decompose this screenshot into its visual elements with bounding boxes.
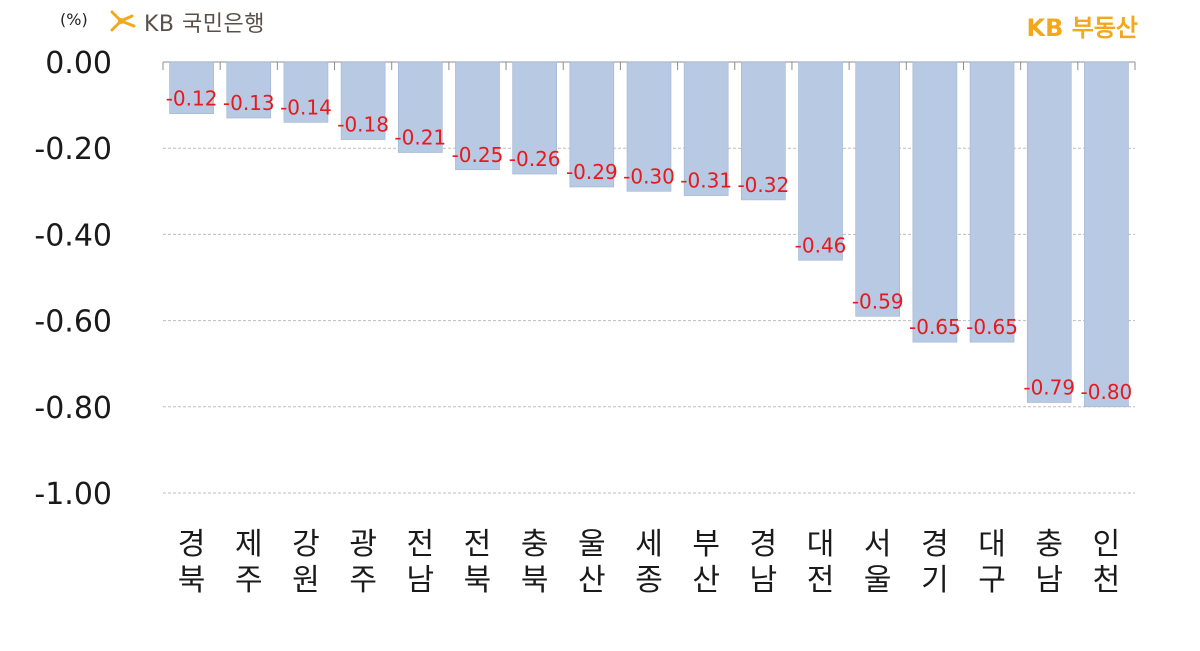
x-tick-label: 종 <box>635 563 663 598</box>
bar <box>912 61 958 343</box>
x-tick-label: 산 <box>578 563 606 598</box>
data-label: -0.25 <box>452 143 504 167</box>
bar <box>969 61 1015 343</box>
x-tick-label: 구 <box>978 563 1006 598</box>
data-label: -0.21 <box>394 126 446 150</box>
x-tick-label: 원 <box>292 563 320 598</box>
bar <box>626 61 672 192</box>
bar <box>683 61 729 196</box>
data-label: -0.32 <box>737 173 789 197</box>
x-tick-label: 천 <box>1093 563 1121 598</box>
data-label: -0.79 <box>1023 375 1075 399</box>
data-label: -0.26 <box>509 147 561 171</box>
x-tick-label: 경 <box>178 527 206 562</box>
data-label: -0.65 <box>966 315 1018 339</box>
x-tick-label: 북 <box>464 563 492 598</box>
bar <box>283 61 329 123</box>
x-tick-label: 북 <box>521 563 549 598</box>
x-tick-label: 경 <box>750 527 778 562</box>
x-tick-label: 대 <box>978 527 1006 562</box>
bank-logo-text: KB 국민은행 <box>144 12 265 37</box>
x-tick-label: 남 <box>406 563 434 598</box>
x-tick-label: 주 <box>235 563 263 598</box>
x-tick-label: 충 <box>521 527 549 562</box>
x-tick-label: 울 <box>864 563 892 598</box>
x-tick-label: 인 <box>1093 527 1121 562</box>
y-tick-label: -0.20 <box>34 132 112 167</box>
x-tick-label: 광 <box>349 527 377 562</box>
bar <box>169 61 214 115</box>
kb-bank-logo: KB 국민은행 <box>108 6 265 38</box>
bar <box>455 61 500 171</box>
data-label: -0.31 <box>680 169 732 193</box>
bar <box>855 61 901 317</box>
y-tick-label: -1.00 <box>34 477 112 512</box>
x-tick-label: 대 <box>807 527 835 562</box>
x-tick-label: 경 <box>921 527 949 562</box>
x-tick-label: 남 <box>750 563 778 598</box>
data-label: -0.59 <box>852 289 904 313</box>
x-tick-label: 전 <box>807 563 835 598</box>
bar <box>397 61 443 153</box>
x-tick-label: 전 <box>464 527 492 562</box>
realty-logo: KB 부동산 <box>1026 14 1139 42</box>
data-label: -0.12 <box>166 87 218 111</box>
bar <box>1084 61 1129 408</box>
x-tick-label: 전 <box>406 527 434 562</box>
x-tick-label: 산 <box>692 563 720 598</box>
y-tick-label: -0.40 <box>34 218 112 253</box>
x-tick-label: 남 <box>1035 563 1063 598</box>
data-label: -0.30 <box>623 164 675 188</box>
bar <box>1026 61 1072 403</box>
unit-label: (%) <box>60 10 88 29</box>
data-label: -0.46 <box>795 233 847 257</box>
x-tick-label: 강 <box>292 527 320 562</box>
y-tick-label: -0.60 <box>34 305 112 340</box>
x-tick-label: 북 <box>178 563 206 598</box>
bar <box>798 61 843 261</box>
y-tick-label: -0.80 <box>34 391 112 426</box>
x-tick-label: 기 <box>921 563 949 598</box>
bar <box>569 61 615 188</box>
data-label: -0.65 <box>909 315 961 339</box>
x-tick-label: 충 <box>1035 527 1063 562</box>
bar <box>340 61 386 140</box>
x-tick-label: 주 <box>349 563 377 598</box>
data-label: -0.29 <box>566 160 618 184</box>
y-tick-label: 0.00 <box>45 46 112 81</box>
x-tick-label: 울 <box>578 527 606 562</box>
data-label: -0.13 <box>223 91 275 115</box>
bar <box>512 61 557 175</box>
kb-star-icon <box>110 10 136 32</box>
data-label: -0.18 <box>337 113 389 137</box>
x-tick-label: 제 <box>235 527 263 562</box>
bar <box>226 61 272 119</box>
data-label: -0.80 <box>1081 380 1133 404</box>
data-label: -0.14 <box>280 95 332 119</box>
x-tick-label: 세 <box>635 527 663 562</box>
bar <box>741 61 786 201</box>
x-tick-label: 서 <box>864 527 892 562</box>
x-tick-label: 부 <box>692 527 720 562</box>
